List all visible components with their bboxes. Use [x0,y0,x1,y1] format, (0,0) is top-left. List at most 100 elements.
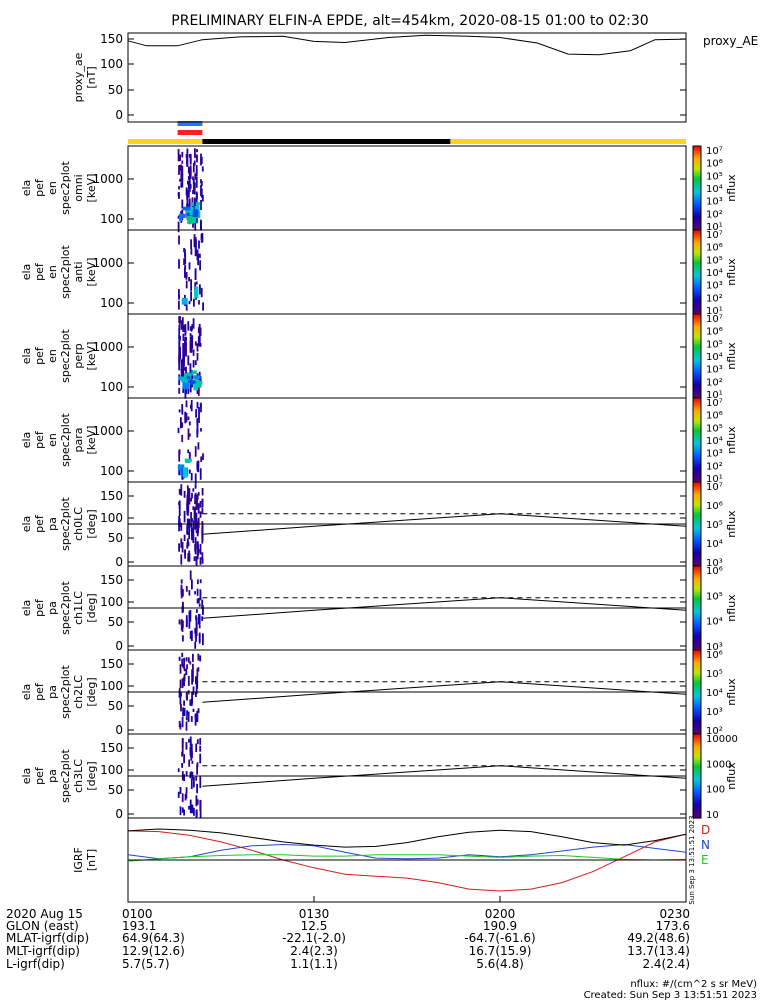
heatmap-cell [192,162,195,173]
heatmap-cell [190,343,193,353]
colorbar-segment [693,662,701,666]
heatmap-cell [190,239,192,249]
heatmap-cell [192,670,194,682]
y-axis-label: spec2plot [59,497,72,551]
colorbar-segment [693,458,701,462]
colorbar-segment [693,194,701,197]
heatmap-cell [181,658,184,667]
colorbar-segment [693,540,701,544]
heatmap-cell [189,630,192,640]
heatmap-cell [181,542,184,553]
heatmap-cell [182,206,191,211]
heatmap-cell [178,340,181,352]
heatmap-cell [182,345,185,356]
heatmap-cell [192,360,195,368]
colorbar-segment [693,473,701,477]
colorbar-segment [693,683,701,687]
y-tick-label: 100 [100,763,123,777]
colorbar-label: nflux [725,426,738,454]
heatmap-cell [196,675,199,683]
heatmap-cell [198,407,200,419]
heatmap-cell [188,277,190,282]
heatmap-cell [191,533,193,541]
heatmap-cell [191,370,194,383]
heatmap-cell [197,579,199,585]
colorbar-segment [693,570,701,573]
y-axis-label: spec2plot [59,665,72,719]
heatmap-cell [178,186,180,190]
heatmap-cell [178,316,181,323]
heatmap-cell [181,751,183,757]
heatmap-cell [194,245,197,257]
heatmap-cell [196,418,199,425]
colorbar-segment [693,511,701,515]
colorbar-segment [693,706,701,710]
y-tick-label: 150 [100,657,123,671]
heatmap-cell [178,488,181,495]
heatmap-cell [184,252,187,265]
heatmap-cell [199,253,201,258]
heatmap-cell [197,544,199,550]
colorbar-segment [693,746,701,750]
heatmap-cell [183,809,185,816]
colorbar-segment [693,326,701,330]
colorbar-segment [693,425,701,428]
colorbar-segment [693,408,701,412]
colorbar-segment [693,442,701,445]
heatmap-cell [196,554,199,560]
heatmap-cell [191,630,193,641]
heatmap-cell [189,772,192,779]
colorbar-segment [693,725,701,729]
heatmap-cell [192,349,195,356]
heatmap-cell [187,449,190,454]
colorbar-segment [693,374,701,378]
heatmap-cell [190,380,196,385]
colorbar-segment [693,664,701,668]
colorbar-segment [693,154,701,158]
colorbar-segment [693,484,701,487]
heatmap-cell [186,710,188,716]
y-axis-label: pa [46,769,59,783]
heatmap-cell [199,776,202,789]
orbit-bar-segment [128,139,203,144]
heatmap-cell [189,383,192,393]
heatmap-cell [201,599,204,609]
colorbar-label: nflux [725,594,738,622]
colorbar-segment [693,490,701,494]
colorbar-tick-label: 10⁵ [706,591,723,602]
colorbar-segment [693,576,701,580]
heatmap-cell [196,799,199,805]
colorbar-segment [693,240,701,244]
heatmap-cell [188,167,191,174]
colorbar-segment [693,263,701,267]
heatmap-cell [199,557,202,565]
heatmap-cell [184,549,186,556]
heatmap-cell [178,294,180,300]
orbit-bar-segment [202,139,451,144]
heatmap-cell [185,299,188,311]
heatmap-cell [187,214,194,224]
heatmap-cell [181,717,184,728]
heatmap-cell [195,171,198,177]
heatmap-cell [188,180,191,187]
heatmap-cell [193,234,196,243]
heatmap-cell [177,152,180,162]
colorbar-segment [693,572,701,575]
heatmap-cell [182,601,184,613]
heatmap-cell [187,542,190,546]
colorbar-segment [693,799,701,802]
heatmap-cell [200,221,202,230]
colorbar-segment [693,232,701,235]
heatmap-cell [186,148,189,155]
heatmap-cell [196,525,198,529]
heatmap-cell [188,262,191,270]
y-axis-label: [deg] [85,509,98,538]
x-axis-cell: 193.1 [122,919,156,933]
y-axis-label: [deg] [85,761,98,790]
heatmap-cell [180,171,183,182]
heatmap-cell [179,178,181,182]
colorbar-segment [693,265,701,269]
heatmap-cell [189,799,192,808]
heatmap-cell [196,154,198,163]
legend-entry: proxy_AE [703,34,758,48]
